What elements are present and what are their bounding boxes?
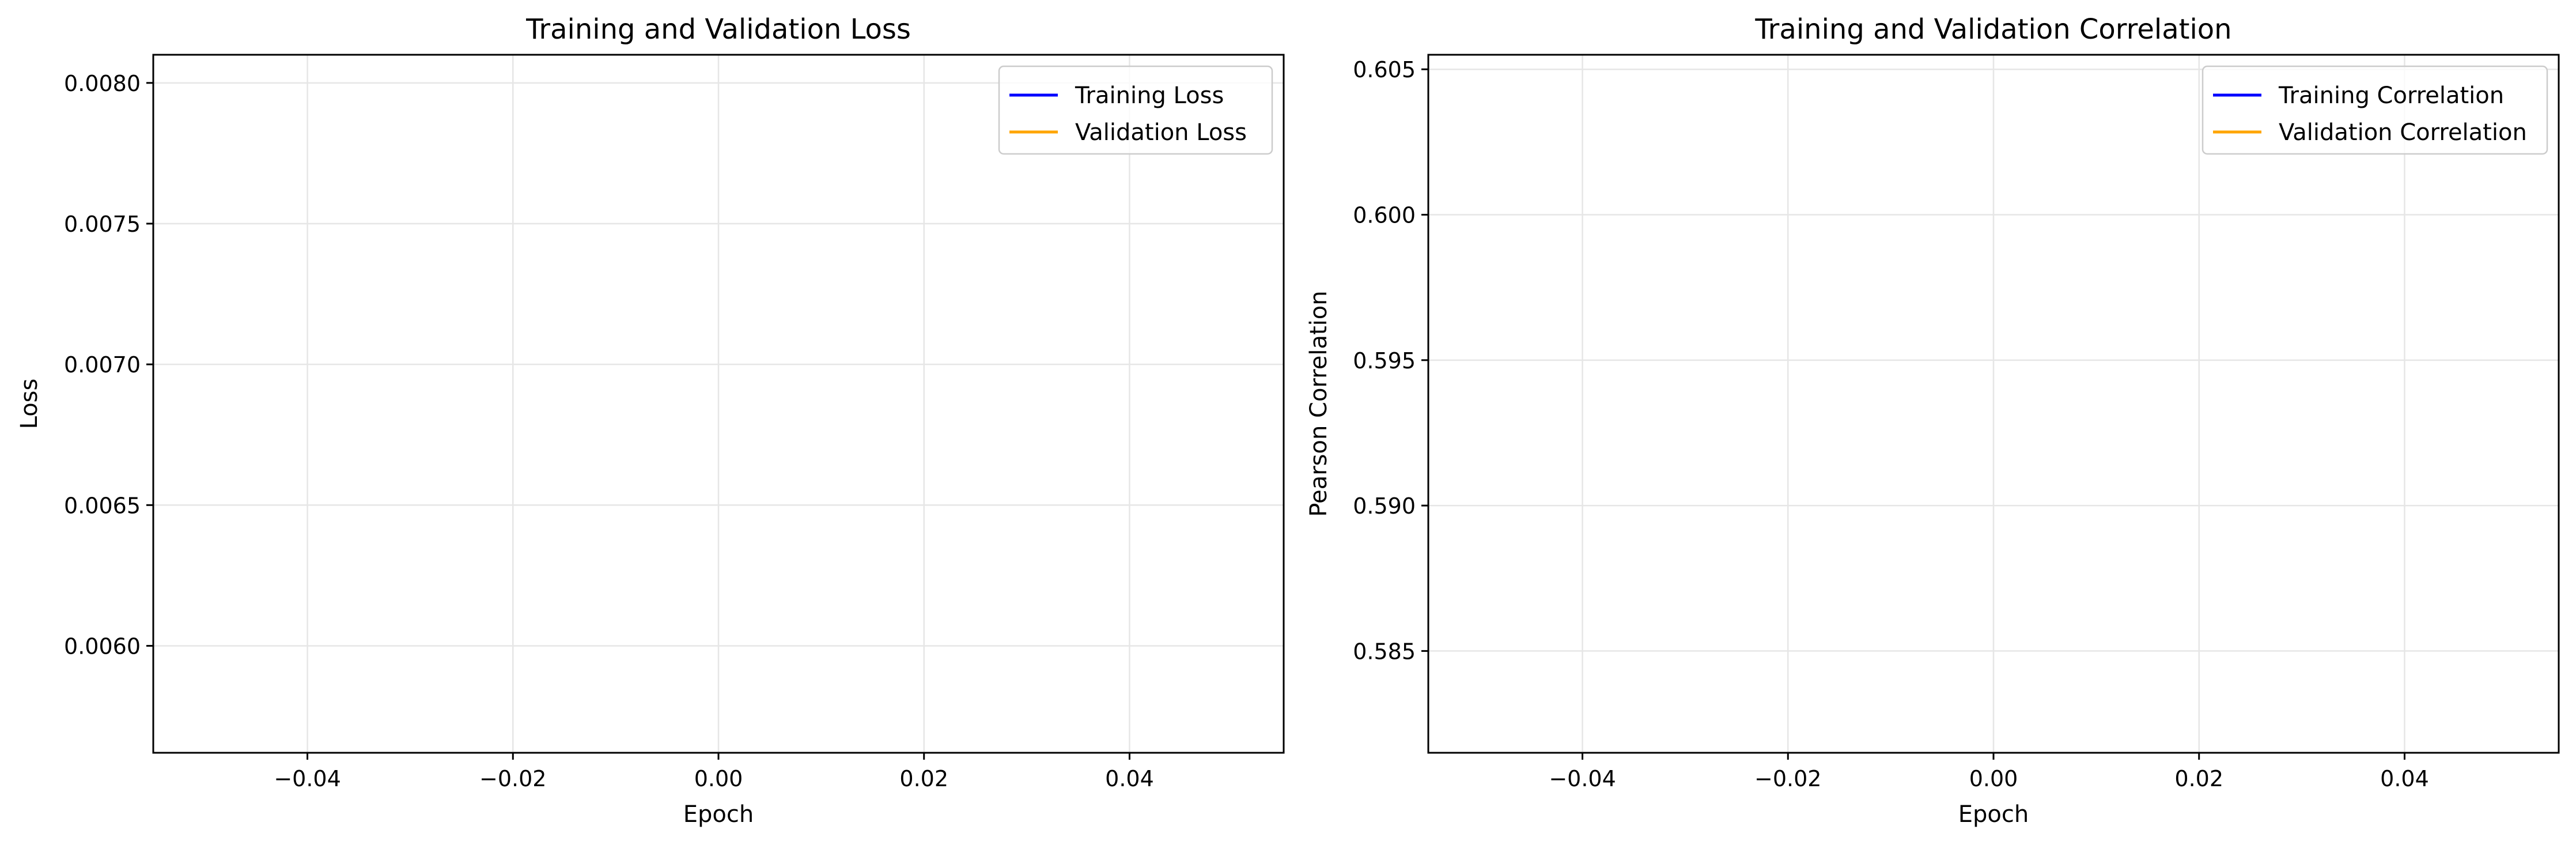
y-tick-label: 0.585	[1353, 639, 1416, 664]
legend-label-1: Training Correlation	[2278, 82, 2504, 109]
legend-box	[2201, 65, 2548, 155]
legend: Training Loss Validation Loss	[998, 65, 1273, 155]
chart-panel-1: −0.04 −0.02 0.00 0.02 0.04 0.0060 0.0065 0.0070…	[16, 13, 1285, 828]
x-tick-label: 0.00	[694, 766, 743, 791]
y-tick-label: 0.600	[1353, 203, 1416, 228]
y-tick-label: 0.0060	[64, 633, 141, 659]
y-tick-label: 0.590	[1353, 493, 1416, 519]
y-tick-label: 0.0065	[64, 493, 141, 518]
legend-box	[998, 65, 1273, 155]
chart-title: Training and Validation Correlation	[1754, 13, 2231, 46]
legend-label-1: Training Loss	[1075, 82, 1224, 109]
x-tick-label: −0.02	[1754, 766, 1821, 791]
x-tick-label: −0.04	[1549, 766, 1616, 791]
legend-label-2: Validation Correlation	[2279, 119, 2527, 146]
y-tick-label: 0.605	[1353, 57, 1416, 82]
y-tick-label: 0.595	[1353, 348, 1416, 374]
x-tick-label: −0.02	[479, 766, 546, 791]
x-tick-label: 0.02	[899, 766, 948, 791]
x-axis-label: Epoch	[683, 801, 754, 828]
x-tick-label: 0.00	[1969, 766, 2018, 791]
y-tick-label: 0.0080	[64, 71, 141, 96]
y-tick-label: 0.0070	[64, 352, 141, 378]
y-tick-label: 0.0075	[64, 212, 141, 237]
x-tick-label: −0.04	[274, 766, 341, 791]
legend-label-2: Validation Loss	[1075, 119, 1247, 146]
legend: Training Correlation Validation Correlati…	[2201, 65, 2548, 155]
x-axis-label: Epoch	[1958, 801, 2029, 828]
y-axis-label: Pearson Correlation	[1306, 291, 1332, 516]
chart-panel-2: −0.04 −0.02 0.00 0.02 0.04 0.585 0.590 0.595 0.6…	[1306, 13, 2560, 828]
x-tick-label: 0.04	[2380, 766, 2429, 791]
x-tick-label: 0.04	[1105, 766, 1154, 791]
x-tick-label: 0.02	[2174, 766, 2223, 791]
y-axis-label: Loss	[16, 379, 43, 429]
chart-title: Training and Validation Loss	[525, 13, 911, 46]
